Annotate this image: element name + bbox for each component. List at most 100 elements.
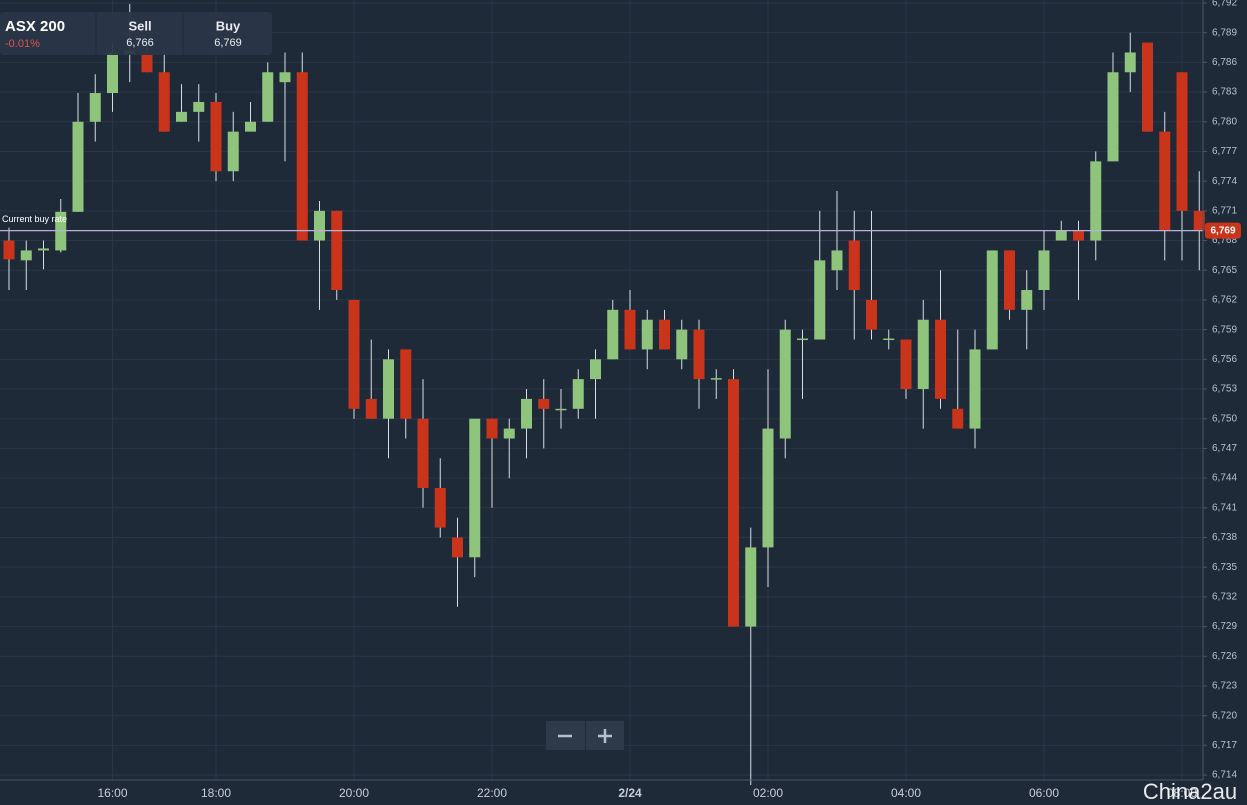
candle-body — [210, 101, 222, 172]
axes: 6,714 6,717 6,720 6,723 6,726 6,729 6,732 6,735… — [97, 0, 1241, 800]
candle-body — [676, 329, 688, 360]
x-tick-label: 16:00 — [97, 786, 127, 800]
change: -0.01% — [5, 38, 40, 50]
candle-body — [1038, 250, 1050, 291]
candle-body — [176, 111, 187, 122]
y-tick-label: 6,789 — [1212, 27, 1237, 38]
candle-body — [1193, 210, 1205, 231]
x-tick-label: 22:00 — [477, 786, 507, 800]
candles: Current buy rate — [0, 3, 1205, 785]
y-tick-label: 6,783 — [1212, 87, 1237, 98]
y-tick-label: 6,792 — [1212, 0, 1237, 9]
symbol: ASX 200 — [5, 18, 65, 35]
watermark: China2au — [1143, 779, 1237, 804]
candle-body — [831, 250, 843, 271]
y-tick-label: 6,738 — [1212, 532, 1237, 543]
y-tick-label: 6,780 — [1212, 116, 1237, 127]
candle-body — [728, 379, 739, 627]
panel-bg — [0, 12, 272, 55]
y-tick-label: 6,786 — [1212, 57, 1237, 68]
candle-body — [986, 250, 998, 350]
sell-value[interactable]: 6,766 — [126, 37, 154, 49]
zoom-controls — [546, 721, 624, 750]
y-tick-label: 6,741 — [1212, 502, 1237, 513]
candle-body — [693, 329, 705, 380]
candle-body — [969, 349, 981, 429]
candle-body — [762, 428, 774, 548]
candle-body — [262, 72, 274, 122]
candle-body — [590, 359, 601, 380]
sell-label[interactable]: Sell — [128, 18, 151, 33]
y-tick-label: 6,726 — [1212, 651, 1237, 662]
candle-body — [917, 319, 929, 390]
candle-body — [952, 408, 964, 429]
candle-body — [1090, 161, 1102, 241]
candle-body — [797, 338, 808, 341]
candle-body — [624, 309, 636, 350]
candle-body — [555, 408, 567, 411]
reference-value: 6,769 — [1210, 225, 1235, 236]
candle-body — [1176, 72, 1188, 211]
candle-body — [745, 547, 757, 627]
x-tick-label: 02:00 — [753, 786, 783, 800]
candle-body — [572, 379, 584, 409]
candle-body — [710, 378, 722, 380]
candle-body — [452, 537, 463, 558]
y-tick-label: 6,714 — [1212, 770, 1237, 781]
y-tick-label: 6,732 — [1212, 592, 1237, 603]
candle-body — [469, 418, 481, 558]
candle-body — [521, 398, 532, 429]
y-tick-label: 6,744 — [1212, 473, 1237, 484]
candle-body — [331, 210, 343, 291]
candle-body — [107, 52, 118, 94]
y-tick-label: 6,777 — [1212, 146, 1237, 157]
reference-label: Current buy rate — [2, 214, 67, 224]
candle-body — [279, 72, 291, 83]
x-tick-label: 08:00 — [1167, 786, 1197, 800]
candle-body — [848, 240, 860, 291]
x-tick-label: 2/24 — [618, 786, 642, 800]
candle-body — [141, 52, 153, 73]
candle-body — [779, 329, 791, 439]
header-panel: ASX 200 -0.01% Sell 6,766 Buy 6,769 — [0, 12, 272, 55]
candle-body — [365, 398, 377, 419]
y-tick-label: 6,735 — [1212, 562, 1237, 573]
grid — [0, 0, 1203, 780]
x-tick-label: 20:00 — [339, 786, 369, 800]
y-tick-label: 6,774 — [1212, 176, 1237, 187]
candle-body — [883, 338, 895, 341]
y-tick-label: 6,756 — [1212, 354, 1237, 365]
y-tick-label: 6,717 — [1212, 740, 1237, 751]
candle-body — [641, 319, 653, 350]
y-tick-label: 6,762 — [1212, 295, 1237, 306]
candle-body — [607, 309, 619, 360]
candle-body — [348, 299, 360, 409]
x-tick-label: 06:00 — [1029, 786, 1059, 800]
candle-body — [158, 72, 170, 132]
y-tick-label: 6,759 — [1212, 324, 1237, 335]
candle-body — [1142, 42, 1153, 132]
candle-body — [866, 299, 877, 330]
candle-body — [245, 121, 256, 132]
candle-body — [3, 240, 15, 260]
candle-body — [417, 418, 429, 488]
candle-body — [1107, 72, 1119, 162]
y-tick-label: 6,750 — [1212, 413, 1237, 424]
candle-body — [38, 248, 49, 251]
candle-body — [1073, 230, 1084, 241]
candle-body — [503, 428, 515, 439]
candle-body — [1124, 52, 1136, 73]
candle-body — [1159, 131, 1171, 231]
candle-body — [296, 72, 308, 241]
candle-body — [538, 398, 550, 409]
candle-body — [659, 319, 670, 350]
y-tick-label: 6,720 — [1212, 710, 1237, 721]
candle-body — [1021, 290, 1033, 310]
buy-value[interactable]: 6,769 — [214, 37, 242, 49]
y-tick-label: 6,723 — [1212, 681, 1237, 692]
y-tick-label: 6,771 — [1212, 205, 1237, 216]
buy-label[interactable]: Buy — [216, 18, 241, 33]
